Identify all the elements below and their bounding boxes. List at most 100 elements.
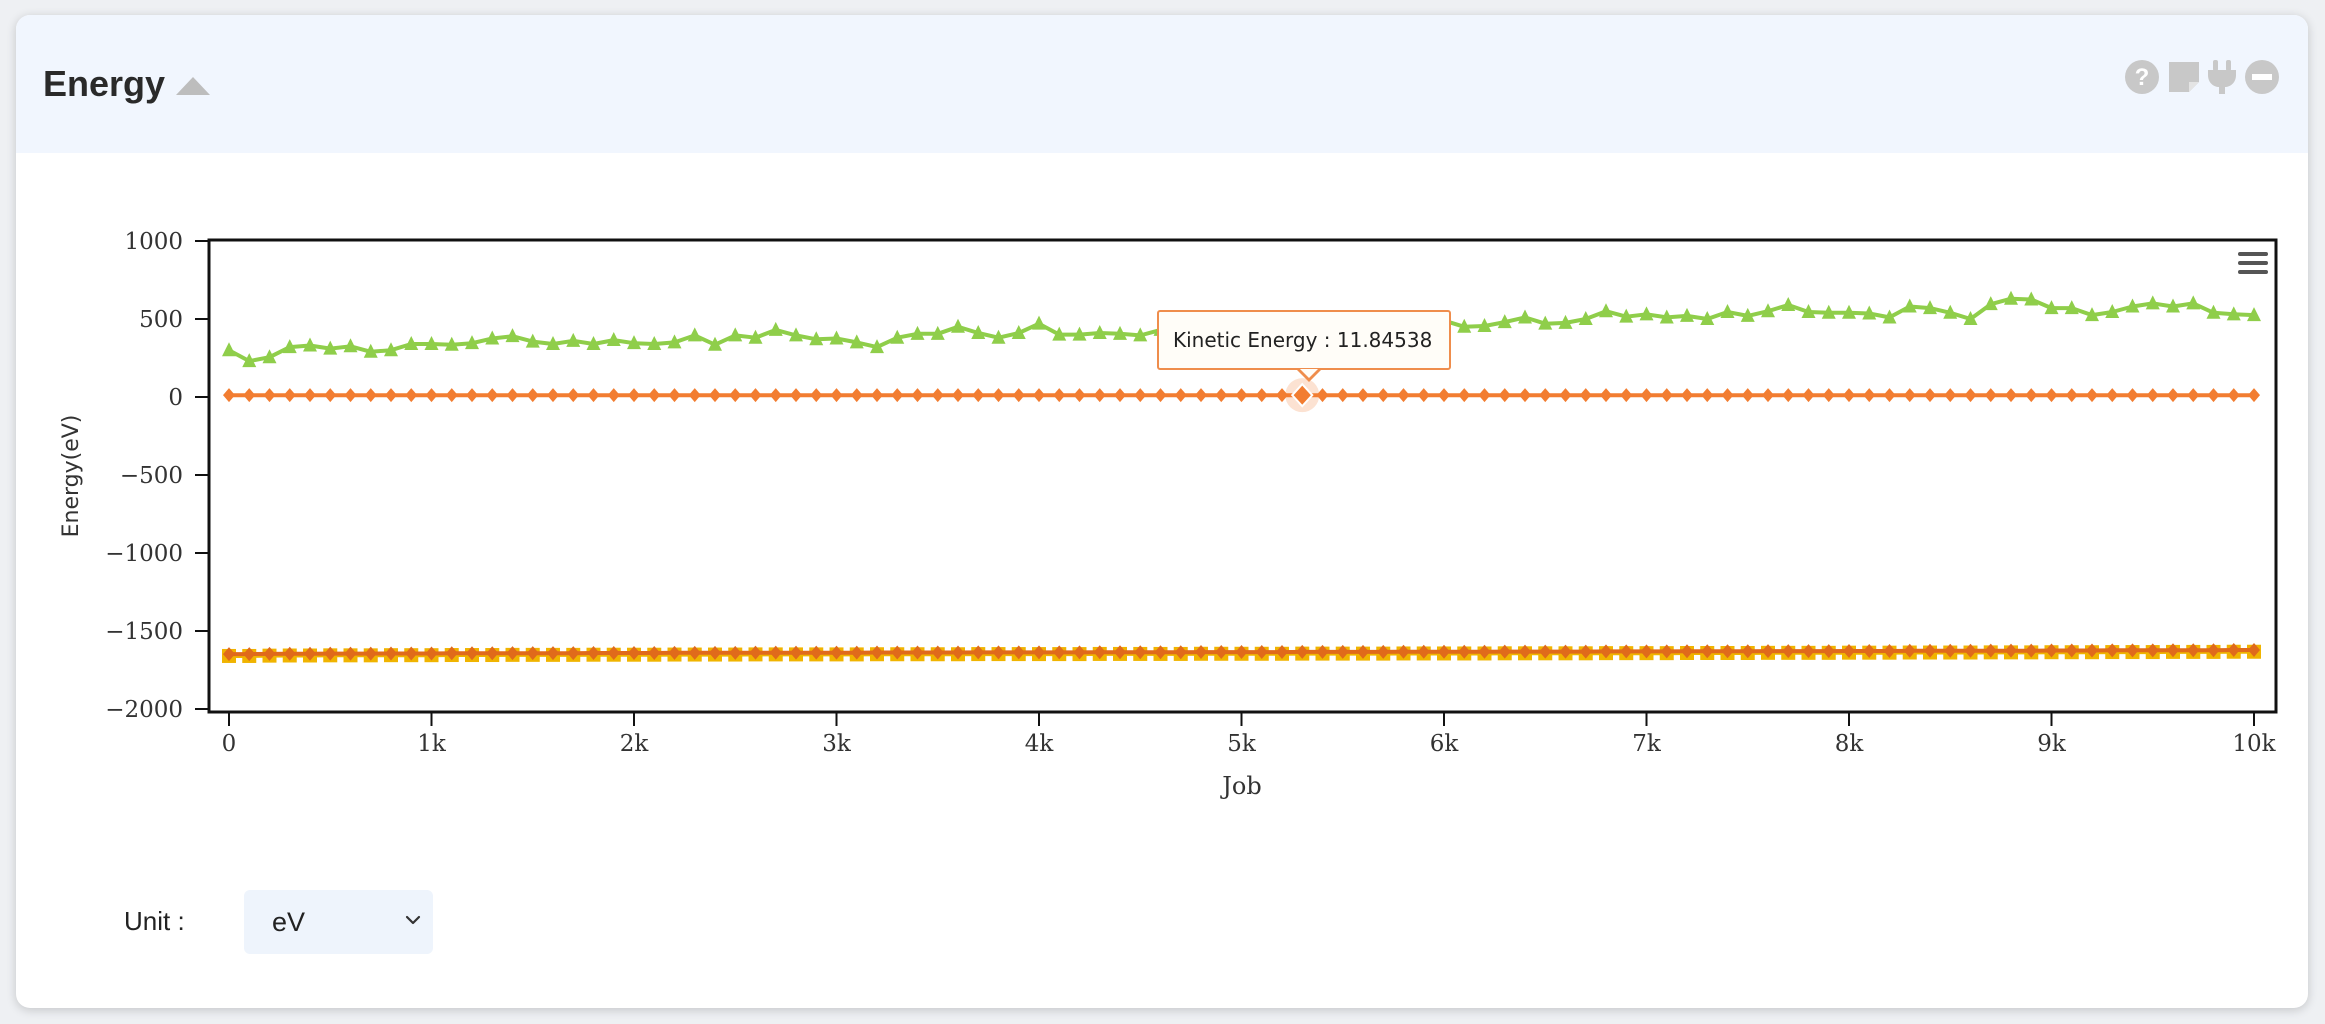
data-point: [1559, 388, 1572, 403]
data-point: [405, 646, 418, 661]
data-point: [688, 645, 701, 660]
data-point: [2004, 290, 2018, 305]
data-point: [951, 318, 965, 333]
data-point: [1316, 644, 1329, 659]
data-point: [506, 646, 519, 661]
data-point: [931, 388, 944, 403]
data-point: [567, 646, 580, 661]
data-point: [587, 388, 600, 403]
data-point: [1944, 388, 1957, 403]
data-point: [2187, 388, 2200, 403]
data-point: [1174, 388, 1187, 403]
data-point: [1357, 644, 1369, 659]
data-point: [2248, 388, 2260, 403]
data-point: [1843, 643, 1855, 658]
data-point: [547, 646, 559, 661]
data-point: [911, 388, 924, 403]
data-point: [2125, 298, 2140, 313]
data-point: [1924, 643, 1936, 658]
data-point: [809, 331, 824, 346]
data-point: [1498, 388, 1511, 403]
data-point: [830, 645, 843, 660]
data-point: [871, 388, 883, 403]
unit-select[interactable]: eV: [244, 890, 433, 954]
data-point: [1458, 644, 1471, 659]
minus-circle-icon[interactable]: [2244, 59, 2280, 95]
data-point: [2207, 388, 2220, 403]
data-point: [1092, 325, 1107, 340]
data-point: [1802, 388, 1815, 403]
data-point: [1640, 644, 1653, 659]
data-point: [1458, 388, 1471, 403]
data-point: [709, 388, 721, 403]
data-point: [2146, 643, 2159, 658]
data-point: [1134, 388, 1147, 403]
data-point: [729, 388, 742, 403]
data-point: [1195, 645, 1207, 660]
data-point: [2166, 298, 2180, 313]
x-tick-label: 10k: [2232, 731, 2276, 757]
collapse-up-icon[interactable]: [176, 77, 210, 95]
data-point: [1053, 388, 1066, 403]
data-point: [283, 388, 296, 403]
data-point: [1539, 644, 1552, 659]
chart-tooltip: Kinetic Energy : 11.84538: [1157, 310, 1451, 382]
data-point: [972, 388, 985, 403]
data-point: [2064, 300, 2079, 315]
data-point: [1559, 644, 1572, 659]
data-point: [344, 646, 357, 661]
data-point: [2248, 643, 2260, 658]
data-point: [1497, 314, 1512, 329]
menu-icon-bar: [2238, 252, 2268, 256]
data-point: [385, 646, 397, 661]
menu-icon-bar: [2238, 270, 2268, 274]
unit-select-value: eV: [272, 907, 306, 937]
data-point: [1397, 644, 1410, 659]
data-point: [1073, 388, 1086, 403]
data-point: [708, 336, 722, 351]
data-point: [1701, 644, 1714, 659]
data-point: [769, 388, 782, 403]
data-point: [1336, 388, 1349, 403]
data-point: [1963, 311, 1978, 325]
data-point: [2227, 388, 2240, 403]
data-point: [405, 388, 418, 403]
panel-header: Energy ?: [16, 15, 2308, 153]
data-point: [1863, 643, 1876, 658]
menu-icon[interactable]: [2238, 252, 2268, 274]
data-point: [2186, 295, 2201, 310]
data-point: [748, 329, 763, 344]
data-point: [2106, 643, 2119, 658]
data-point: [385, 388, 397, 403]
data-point: [991, 329, 1006, 344]
data-point: [1761, 303, 1775, 318]
plug-icon[interactable]: [2204, 59, 2240, 95]
y-tick-label: −1500: [105, 619, 183, 645]
data-point: [890, 329, 905, 344]
data-point: [2024, 291, 2039, 306]
help-icon[interactable]: ?: [2124, 59, 2160, 95]
note-icon[interactable]: [2166, 59, 2202, 95]
data-point: [586, 335, 601, 350]
y-tick-label: −2000: [105, 697, 183, 723]
data-point: [992, 388, 1005, 403]
x-tick-label: 2k: [620, 731, 650, 757]
data-point: [648, 388, 661, 403]
data-point: [790, 645, 802, 660]
data-point: [587, 645, 600, 660]
data-point: [1012, 388, 1025, 403]
data-point: [1012, 645, 1025, 660]
data-point: [1600, 388, 1612, 403]
data-point: [1033, 645, 1045, 660]
data-point: [1276, 645, 1288, 660]
data-point: [1903, 388, 1916, 403]
data-point: [424, 335, 439, 350]
data-point: [1721, 388, 1734, 403]
data-point: [1477, 318, 1492, 333]
data-point: [810, 645, 823, 660]
data-point: [466, 388, 478, 403]
data-point: [1195, 388, 1207, 403]
x-tick-label: 3k: [822, 731, 852, 757]
x-tick-label: 4k: [1025, 731, 1055, 757]
